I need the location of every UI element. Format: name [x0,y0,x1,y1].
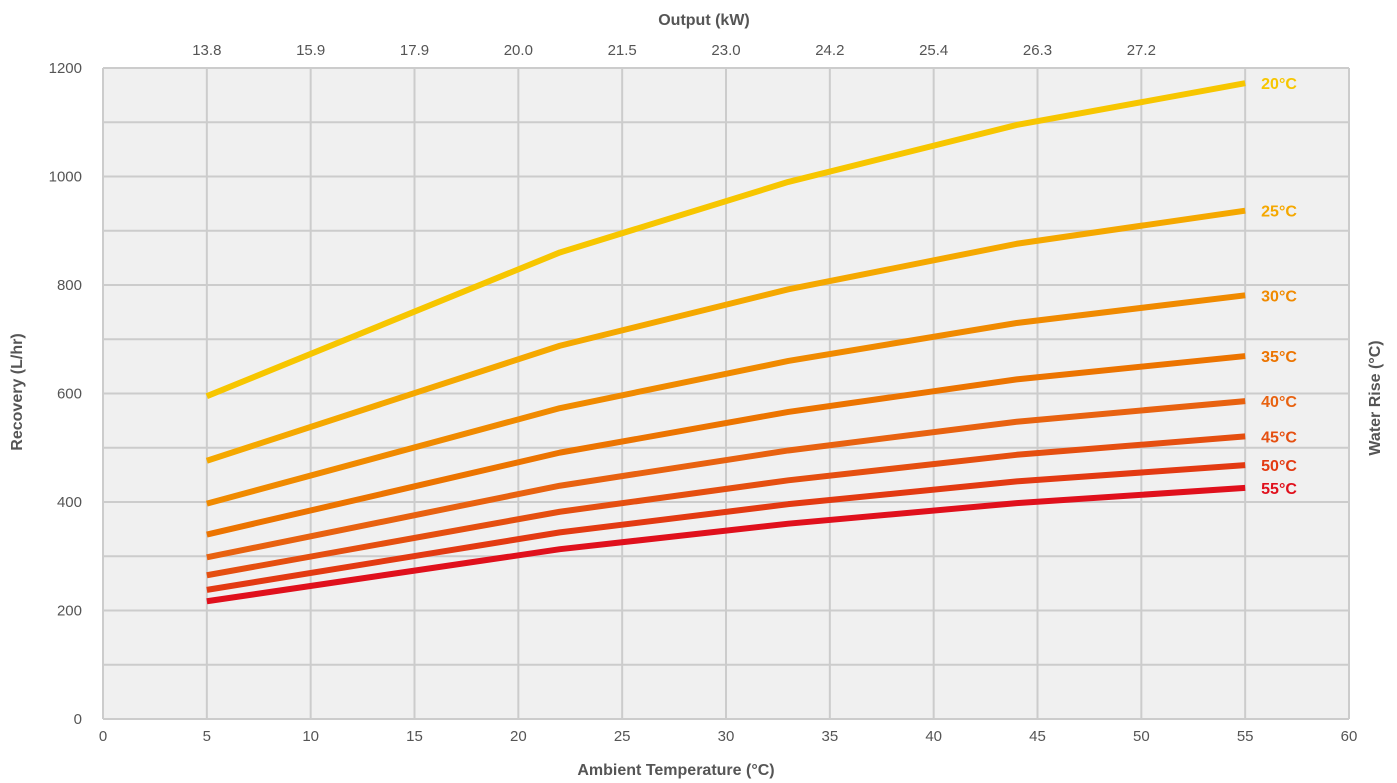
x-tick-label: 10 [302,728,319,745]
x-tick-label: 50 [1133,728,1150,745]
top-tick-label: 13.8 [192,42,221,59]
series-label: 55°C [1261,481,1297,498]
series-labels: 20°C 25°C 30°C 35°C 40°C 45°C 50°C 55°C [1261,76,1297,498]
x-tick-label: 30 [718,728,735,745]
series-lines [205,80,1246,605]
series-line [206,484,1246,605]
series-line [206,353,1246,538]
series-label: 20°C [1261,76,1297,93]
y-tick-label: 0 [74,711,82,728]
x-tick-label: 40 [925,728,942,745]
x-axis-title: Ambient Temperature (°C) [577,762,774,779]
top-tick-label: 27.2 [1127,42,1156,59]
series-label: 45°C [1261,429,1297,446]
x-tick-label: 20 [510,728,527,745]
top-tick-label: 25.4 [919,42,948,59]
y-tick-label: 1000 [49,169,82,186]
x-axis-ticks: 0 5 10 15 20 25 30 35 40 45 50 55 60 [99,728,1358,745]
top-tick-label: 21.5 [608,42,637,59]
series-label: 40°C [1261,394,1297,411]
x-tick-label: 45 [1029,728,1046,745]
y-axis-ticks: 0 200 400 600 800 1000 1200 [49,60,82,728]
series-line [206,398,1246,561]
y-tick-label: 400 [57,494,82,511]
top-axis-ticks: 13.8 15.9 17.9 20.0 21.5 23.0 24.2 25.4 26.3 27.2 [192,42,1156,59]
series-line [206,462,1246,593]
x-tick-label: 35 [821,728,838,745]
series-label: 35°C [1261,349,1297,366]
top-tick-label: 26.3 [1023,42,1052,59]
y-tick-label: 1200 [49,60,82,77]
series-line [205,80,1246,399]
top-tick-label: 17.9 [400,42,429,59]
y-tick-label: 600 [57,386,82,403]
y-tick-label: 800 [57,277,82,294]
series-line [206,433,1246,579]
top-tick-label: 15.9 [296,42,325,59]
right-axis-title: Water Rise (°C) [1367,340,1384,455]
top-tick-label: 20.0 [504,42,533,59]
x-tick-label: 60 [1341,728,1358,745]
x-tick-label: 15 [406,728,423,745]
series-label: 50°C [1261,458,1297,475]
top-tick-label: 24.2 [815,42,844,59]
x-tick-label: 25 [614,728,631,745]
x-tick-label: 5 [203,728,211,745]
series-line [206,292,1246,507]
series-label: 30°C [1261,288,1297,305]
x-tick-label: 0 [99,728,107,745]
y-axis-title: Recovery (L/hr) [9,333,26,450]
series-line [205,207,1246,464]
top-axis-title: Output (kW) [658,12,750,29]
y-tick-label: 200 [57,603,82,620]
series-label: 25°C [1261,204,1297,221]
top-tick-label: 23.0 [711,42,740,59]
x-tick-label: 55 [1237,728,1254,745]
